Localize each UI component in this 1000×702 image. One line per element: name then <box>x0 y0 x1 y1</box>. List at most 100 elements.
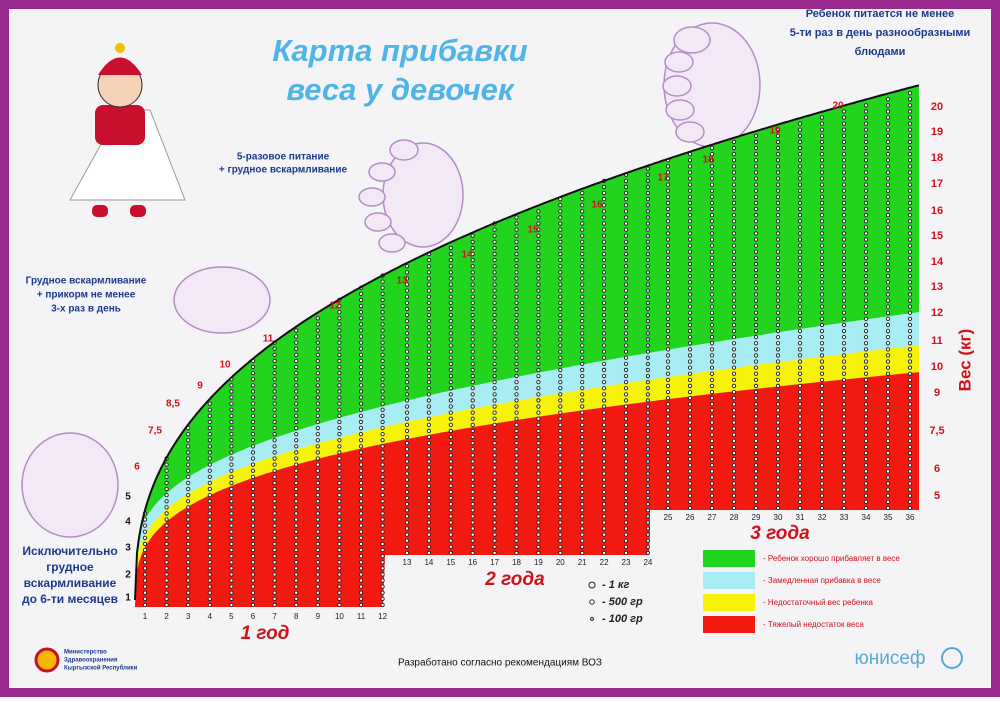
month-label: 2 <box>164 612 169 621</box>
curve-label: 2 <box>125 570 131 581</box>
month-label: 11 <box>357 612 366 621</box>
note: + прикорм не менее <box>37 290 136 301</box>
month-label: 4 <box>208 612 213 621</box>
curve-label: 16 <box>591 200 603 211</box>
weight-label: 10 <box>931 361 943 373</box>
bead-legend-label: - 500 гр <box>602 596 643 608</box>
curve-label: 17 <box>657 173 669 184</box>
ministry-name: Кыргызской Республики <box>64 665 138 672</box>
legend-swatch <box>703 572 755 589</box>
weight-axis-title: Вес (кг) <box>955 329 974 392</box>
month-label: 28 <box>730 513 739 522</box>
weight-label: 7,5 <box>929 425 944 437</box>
bead-legend-label: - 100 гр <box>602 613 643 625</box>
note: 3-х раз в день <box>51 304 121 315</box>
legend-swatch <box>703 616 755 633</box>
weight-label: 15 <box>931 230 943 242</box>
month-label: 7 <box>272 612 277 621</box>
curve-label: 12 <box>329 301 341 312</box>
weight-label: 14 <box>931 256 944 268</box>
weight-label: 13 <box>931 281 943 293</box>
curve-label: 8,5 <box>166 399 180 410</box>
curve-label: 10 <box>219 360 231 371</box>
month-label: 15 <box>446 558 455 567</box>
legend-label: - Ребенок хорошо прибавляет в весе <box>763 554 900 563</box>
unicef-logo <box>941 647 963 669</box>
legend-label: - Недостаточный вес ребенка <box>763 598 873 607</box>
unicef-name: юнисеф <box>854 648 925 669</box>
month-label: 5 <box>229 612 234 621</box>
note: 5-ти раз в день разнообразными <box>790 27 971 39</box>
month-label: 18 <box>512 558 521 567</box>
month-label: 9 <box>316 612 321 621</box>
year-label: 3 года <box>750 523 810 544</box>
curve-label: 9 <box>197 381 203 392</box>
band-severe <box>135 372 919 607</box>
legend-label: - Тяжелый недостаток веса <box>763 620 864 629</box>
curve-label: 19 <box>769 126 781 137</box>
month-label: 29 <box>752 513 761 522</box>
note: 5-разовое питание <box>237 152 330 163</box>
band-slow <box>135 312 919 600</box>
month-label: 36 <box>906 513 915 522</box>
weight-label: 9 <box>934 387 940 399</box>
curve-label: 15 <box>527 225 539 236</box>
curve-label: 18 <box>702 155 714 166</box>
month-label: 6 <box>251 612 256 621</box>
illustrations <box>21 22 761 538</box>
month-label: 24 <box>643 558 652 567</box>
month-label: 12 <box>378 612 387 621</box>
weight-label: 5 <box>934 490 940 502</box>
curve-label: 1 <box>125 593 131 604</box>
legend-swatch <box>703 594 755 611</box>
year-label: 2 года <box>484 569 545 590</box>
note: + грудное вскармливание <box>219 165 348 176</box>
weight-label: 6 <box>934 463 940 475</box>
legend-swatch <box>703 550 755 567</box>
month-label: 32 <box>818 513 827 522</box>
month-label: 22 <box>600 558 609 567</box>
month-label: 19 <box>534 558 543 567</box>
month-label: 17 <box>490 558 499 567</box>
month-label: 20 <box>556 558 565 567</box>
ministry-logo <box>34 647 60 673</box>
month-label: 21 <box>578 558 587 567</box>
note: грудное <box>46 560 94 574</box>
bead-sample <box>588 581 596 589</box>
month-label: 8 <box>294 612 299 621</box>
month-label: 1 <box>143 612 148 621</box>
month-label: 26 <box>686 513 695 522</box>
month-label: 35 <box>884 513 893 522</box>
source-note: Разработано согласно рекомендациям ВОЗ <box>398 657 602 669</box>
ministry-name: Министерство <box>64 650 107 656</box>
month-label: 10 <box>335 612 344 621</box>
weight-label: 16 <box>931 205 943 217</box>
step-mask <box>385 510 925 612</box>
curve-label: 20 <box>832 101 844 112</box>
note: Исключительно <box>22 544 117 558</box>
band-low <box>135 345 919 605</box>
year-label: 1 год <box>241 623 290 644</box>
title: Карта прибавки <box>272 33 527 68</box>
month-label: 34 <box>862 513 871 522</box>
month-label: 23 <box>622 558 631 567</box>
curve-label: 13 <box>396 276 408 287</box>
doll-illustration <box>69 43 186 217</box>
weight-label: 12 <box>931 307 943 319</box>
curve-label: 4 <box>125 517 131 528</box>
month-label: 33 <box>840 513 849 522</box>
weight-label: 18 <box>931 152 943 164</box>
band-good <box>135 85 919 601</box>
ministry-name: Здравоохранения <box>64 658 118 664</box>
bead-legend-label: - 1 кг <box>602 579 629 591</box>
month-label: 27 <box>708 513 717 522</box>
title: веса у девочек <box>286 72 515 107</box>
weight-label: 20 <box>931 101 943 113</box>
weight-label: 11 <box>931 335 943 347</box>
curve-label: 5 <box>125 492 131 503</box>
bead-sample <box>589 599 595 605</box>
curve-label: 3 <box>125 543 131 554</box>
month-label: 14 <box>424 558 433 567</box>
